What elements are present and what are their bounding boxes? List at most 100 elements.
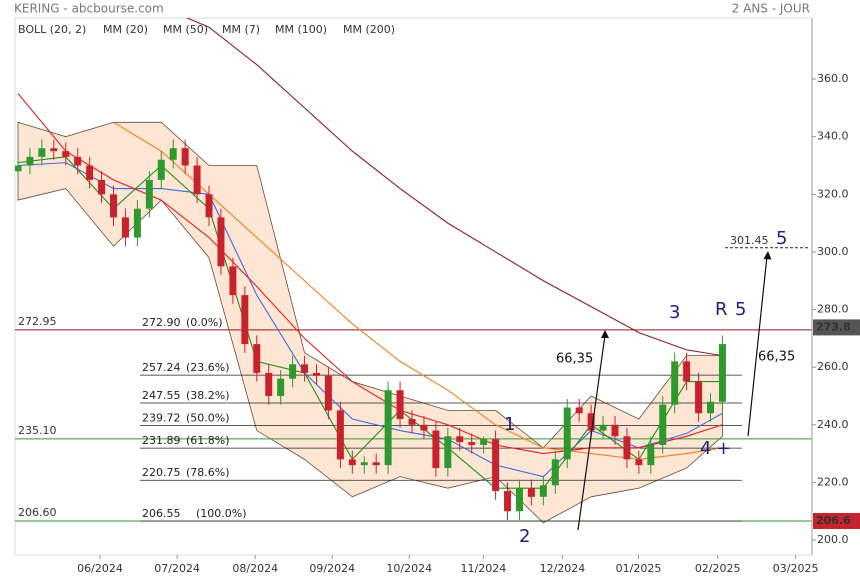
fib-value: 231.89 xyxy=(142,434,181,447)
ma-line xyxy=(113,121,723,460)
candle-body xyxy=(360,462,368,466)
candle-body xyxy=(623,436,631,460)
candle-body xyxy=(707,401,715,414)
arrow-head xyxy=(601,330,609,338)
legend-entry: BOLL (20, 2) xyxy=(18,23,86,36)
x-tick-label: 10/2024 xyxy=(386,562,432,575)
candle-body xyxy=(372,462,380,466)
fib-value: 220.75 xyxy=(142,466,181,479)
candle-body xyxy=(408,419,416,425)
candle-body xyxy=(121,217,129,238)
candle-body xyxy=(324,375,332,411)
fib-value: 239.72 xyxy=(142,412,181,425)
wave-label: 3 xyxy=(669,302,680,323)
y-tick-label: 280.0 xyxy=(817,303,849,316)
candle-body xyxy=(599,424,607,431)
candle-body xyxy=(396,390,404,420)
candle-body xyxy=(110,194,118,218)
candle-body xyxy=(193,165,201,195)
fib-pct: (23.6%) xyxy=(186,361,230,374)
x-tick-label: 01/2025 xyxy=(616,562,662,575)
candle-body xyxy=(468,442,476,445)
x-tick-label: 03/2025 xyxy=(773,562,819,575)
y-tick-label: 360.0 xyxy=(817,72,849,85)
candle-body xyxy=(551,459,559,486)
candle-body xyxy=(301,364,309,373)
candle-body xyxy=(38,148,46,157)
wave-label: R xyxy=(715,299,728,320)
candle-body xyxy=(217,217,225,267)
candle-body xyxy=(671,361,679,405)
candle-body xyxy=(420,424,428,431)
candle-body xyxy=(133,208,141,238)
wave-label: 5 xyxy=(776,228,787,249)
x-tick-label: 08/2024 xyxy=(232,562,278,575)
candle-body xyxy=(26,156,34,166)
candle-body xyxy=(635,459,643,466)
level-label: 272.95 xyxy=(18,315,57,328)
fib-pct: (0.0%) xyxy=(186,316,223,329)
wave-label: 5 xyxy=(735,299,746,320)
annotation: 66,35 xyxy=(556,352,593,367)
y-tick-label: 240.0 xyxy=(817,418,849,431)
fib-value: 272.90 xyxy=(142,316,181,329)
candle-body xyxy=(229,266,237,296)
fib-value: 206.55 xyxy=(142,507,181,520)
x-tick-label: 07/2024 xyxy=(154,562,200,575)
candle-body xyxy=(86,165,94,180)
candle-body xyxy=(277,378,285,396)
bollinger-band xyxy=(17,121,723,524)
y-tick-label: 260.0 xyxy=(817,360,849,373)
price-badge xyxy=(813,513,860,530)
candle-body xyxy=(527,488,535,497)
legend-entry: MM (7) xyxy=(222,23,260,36)
x-tick-label: 11/2024 xyxy=(461,562,507,575)
candle-body xyxy=(74,156,82,166)
candle-body xyxy=(504,491,512,512)
candle-body xyxy=(205,194,213,218)
candle-body xyxy=(98,179,106,195)
fib-pct: (61.8%) xyxy=(186,434,230,447)
wave-label: + xyxy=(716,438,731,459)
candle-body xyxy=(575,407,583,414)
candle-body xyxy=(15,165,22,172)
y-tick-label: 220.0 xyxy=(817,475,849,488)
candle-body xyxy=(539,485,547,497)
annotation: 66,35 xyxy=(758,350,795,365)
level-label: 206.60 xyxy=(18,506,57,519)
y-tick-label: 200.0 xyxy=(817,533,849,546)
overlay: 1 2 3 4 + R 5 5 66,35 66,35 xyxy=(504,228,795,547)
candle-body xyxy=(50,148,58,152)
candle-body xyxy=(515,488,523,512)
candle-body xyxy=(169,148,177,160)
chart-subtitle: 2 ANS - JOUR xyxy=(732,2,810,16)
fib-pct: (38.2%) xyxy=(186,389,230,402)
candle-body xyxy=(312,372,320,376)
candle-body xyxy=(265,372,273,396)
price-badge-label: 206.6 xyxy=(816,514,851,527)
wave-label: 1 xyxy=(504,414,515,435)
legend-entry: MM (200) xyxy=(343,23,395,36)
level-label: 235.10 xyxy=(18,424,57,437)
fib-pct: (100.0%) xyxy=(196,507,247,520)
x-tick-label: 02/2025 xyxy=(695,562,741,575)
candle-body xyxy=(384,390,392,466)
wave-label: 2 xyxy=(519,526,530,547)
price-badge-label: 273.8 xyxy=(816,320,851,333)
candle-body xyxy=(659,404,667,445)
candle-body xyxy=(480,439,488,445)
ma-line xyxy=(185,18,723,357)
candle-body xyxy=(145,179,153,209)
candle-body xyxy=(62,151,70,157)
candle-body xyxy=(348,459,356,466)
candle-body xyxy=(157,159,165,180)
legend-entry: MM (100) xyxy=(275,23,327,36)
ma-line xyxy=(17,93,723,455)
legend-entry: MM (50) xyxy=(163,23,208,36)
candle-body xyxy=(444,436,452,468)
candle-body xyxy=(718,344,726,402)
candle-body xyxy=(695,381,703,414)
candle-body xyxy=(181,148,189,166)
candle-body xyxy=(611,424,619,437)
